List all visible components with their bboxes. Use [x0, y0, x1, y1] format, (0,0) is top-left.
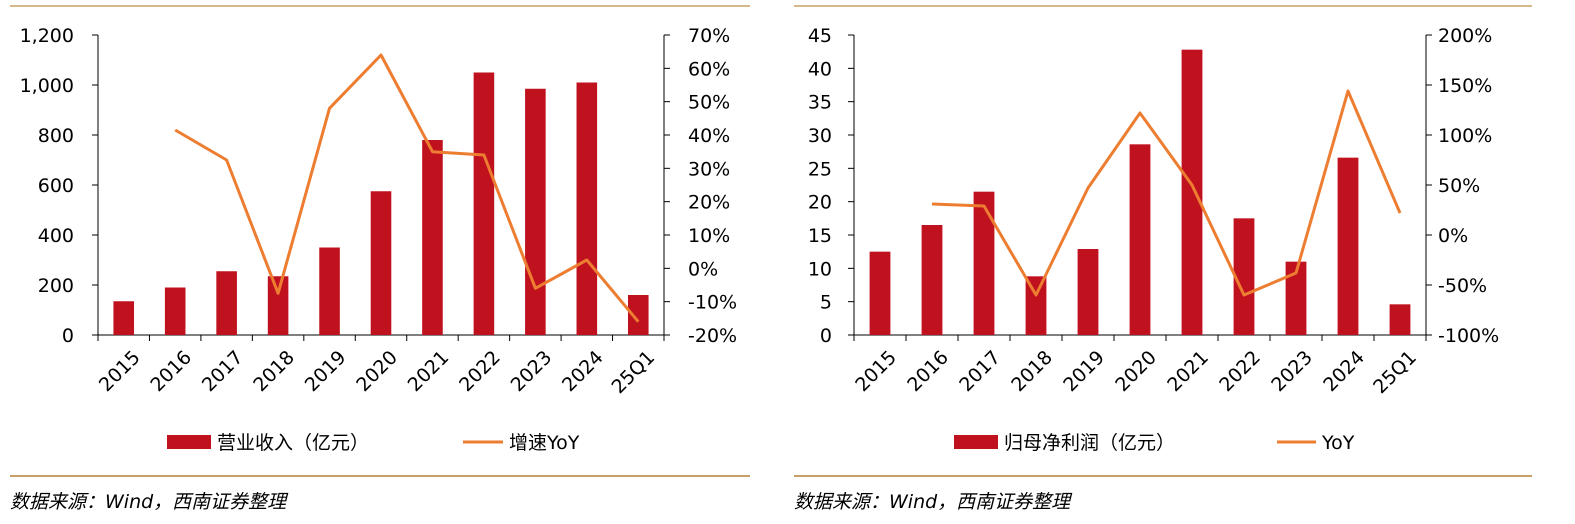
right-y-tick-label: -20%: [688, 325, 737, 347]
x-tick-label: 2021: [1163, 346, 1213, 396]
bar: [1077, 249, 1099, 335]
x-tick-label: 2018: [249, 346, 299, 396]
right-y-tick-label: 10%: [688, 225, 730, 247]
left-y-tick-label: 35: [808, 92, 832, 114]
bar: [1233, 218, 1255, 335]
legend-bar-label: 归母净利润（亿元）: [1004, 432, 1175, 454]
x-tick-label: 2019: [301, 346, 351, 396]
x-tick-label: 25Q1: [607, 346, 659, 398]
left-y-tick-label: 600: [38, 175, 74, 197]
bar: [921, 225, 943, 335]
right-y-tick-label: 50%: [1438, 175, 1480, 197]
x-tick-label: 2015: [95, 346, 145, 396]
legend-bar-label: 营业收入（亿元）: [217, 432, 369, 454]
bar: [370, 191, 392, 335]
bar: [113, 301, 135, 335]
left-y-tick-label: 30: [808, 125, 832, 147]
left-y-tick-label: 0: [62, 325, 74, 347]
left-y-tick-label: 1,200: [20, 25, 74, 47]
x-tick-label: 2017: [955, 346, 1005, 396]
left-y-tick-label: 0: [820, 325, 832, 347]
bar: [525, 88, 546, 335]
right-y-tick-label: 20%: [688, 192, 730, 214]
left-y-tick-label: 800: [38, 125, 74, 147]
yoy-line: [174, 53, 640, 323]
x-tick-label: 2017: [198, 346, 248, 396]
left-y-tick-label: 15: [808, 225, 832, 247]
right-y-tick-label: 0%: [688, 258, 718, 280]
bar: [422, 140, 443, 335]
right-y-tick-label: 0%: [1438, 225, 1468, 247]
right-y-tick-label: 30%: [688, 158, 730, 180]
revenue-chart-panel: 0 200 400 600 800 1,000 1,200 -20% -10% 0% 10% 20% 3…: [0, 0, 760, 524]
bar: [473, 72, 495, 335]
bar: [1285, 261, 1307, 335]
left-y-tick-label: 400: [38, 225, 74, 247]
legend-bar-swatch: [167, 435, 211, 449]
chart-source-note: 数据来源：Wind，西南证券整理: [794, 491, 1071, 513]
right-y-tick-label: 70%: [688, 25, 730, 47]
bar: [1129, 144, 1151, 335]
right-y-tick-label: -50%: [1438, 275, 1487, 297]
bar: [1389, 304, 1411, 335]
x-tick-label: 2016: [146, 346, 196, 396]
x-tick-label: 2024: [1319, 346, 1369, 396]
x-tick-label: 2021: [404, 346, 454, 396]
left-y-tick-label: 20: [808, 192, 832, 214]
x-tick-label: 2020: [352, 346, 402, 396]
x-tick-label: 2016: [903, 346, 953, 396]
bar: [216, 271, 237, 335]
right-y-tick-label: 40%: [688, 125, 730, 147]
bar: [627, 295, 649, 335]
x-tick-label: 2023: [507, 346, 557, 396]
bar: [869, 251, 891, 335]
bar: [1337, 157, 1359, 335]
left-y-tick-label: 5: [820, 292, 832, 314]
x-tick-label: 2022: [455, 346, 505, 396]
x-tick-label: 2018: [1007, 346, 1057, 396]
bar: [973, 191, 995, 335]
x-tick-label: 2024: [558, 346, 608, 396]
net-profit-chart: 0 5 10 15 20 25 30 35 40 45 -100% -50% 0% 50% 100% 150%…: [794, 5, 1532, 477]
left-y-tick-label: 200: [38, 275, 74, 297]
bar: [576, 82, 598, 335]
chart-source-note: 数据来源：Wind，西南证券整理: [10, 491, 287, 513]
bar: [319, 247, 340, 335]
bar: [1025, 276, 1047, 335]
x-tick-label: 2020: [1111, 346, 1161, 396]
left-y-tick-label: 25: [808, 158, 832, 180]
right-y-tick-label: 150%: [1438, 75, 1492, 97]
bar: [1181, 49, 1203, 336]
legend-line-label: 增速YoY: [509, 432, 580, 454]
legend-bar-swatch: [954, 435, 998, 449]
x-tick-label: 2023: [1267, 346, 1317, 396]
x-tick-label: 2015: [851, 346, 901, 396]
right-y-tick-label: 200%: [1438, 25, 1492, 47]
right-y-tick-label: 50%: [688, 92, 730, 114]
left-y-tick-label: 10: [808, 258, 832, 280]
right-y-tick-label: -10%: [688, 292, 737, 314]
x-tick-label: 2019: [1059, 346, 1109, 396]
left-y-tick-label: 1,000: [20, 75, 74, 97]
yoy-line: [931, 89, 1402, 297]
bar: [164, 287, 186, 335]
left-y-tick-label: 40: [808, 58, 832, 80]
right-y-tick-label: 60%: [688, 58, 730, 80]
legend-line-label: YoY: [1321, 432, 1355, 454]
revenue-chart: 0 200 400 600 800 1,000 1,200 -20% -10% 0% 10% 20% 3…: [10, 5, 750, 477]
right-y-tick-label: -100%: [1438, 325, 1499, 347]
left-y-tick-label: 45: [808, 25, 832, 47]
x-tick-label: 2022: [1215, 346, 1265, 396]
net-profit-chart-panel: 0 5 10 15 20 25 30 35 40 45 -100% -50% 0% 50% 100% 150%…: [788, 0, 1548, 524]
bar: [267, 276, 289, 335]
right-y-tick-label: 100%: [1438, 125, 1492, 147]
x-tick-label: 25Q1: [1369, 346, 1421, 398]
